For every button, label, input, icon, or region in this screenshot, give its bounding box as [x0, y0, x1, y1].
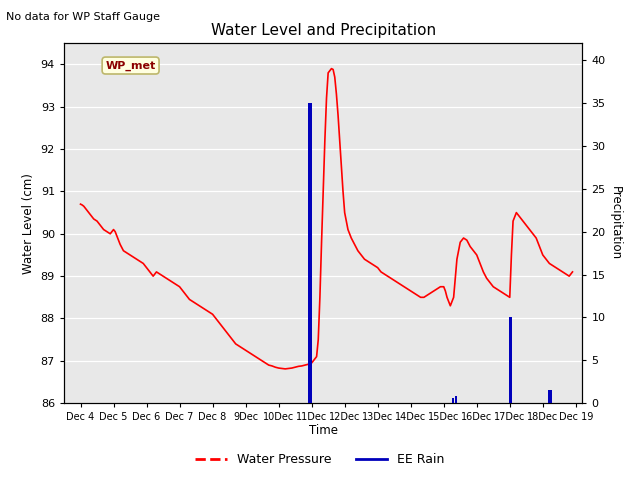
Title: Water Level and Precipitation: Water Level and Precipitation: [211, 23, 436, 38]
Legend: Water Pressure, EE Rain: Water Pressure, EE Rain: [190, 448, 450, 471]
Text: No data for WP Staff Gauge: No data for WP Staff Gauge: [6, 12, 161, 22]
Bar: [455, 396, 457, 403]
Bar: [452, 398, 454, 403]
X-axis label: Time: Time: [308, 424, 338, 437]
Bar: [308, 103, 312, 403]
Bar: [548, 390, 552, 403]
Text: WP_met: WP_met: [106, 60, 156, 71]
Bar: [509, 317, 512, 403]
Y-axis label: Precipitation: Precipitation: [609, 186, 622, 260]
Y-axis label: Water Level (cm): Water Level (cm): [22, 173, 35, 274]
